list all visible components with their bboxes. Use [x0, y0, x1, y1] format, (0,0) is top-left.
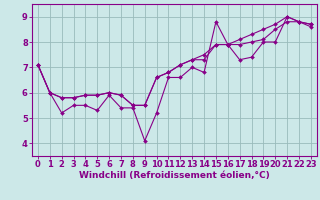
X-axis label: Windchill (Refroidissement éolien,°C): Windchill (Refroidissement éolien,°C) [79, 171, 270, 180]
